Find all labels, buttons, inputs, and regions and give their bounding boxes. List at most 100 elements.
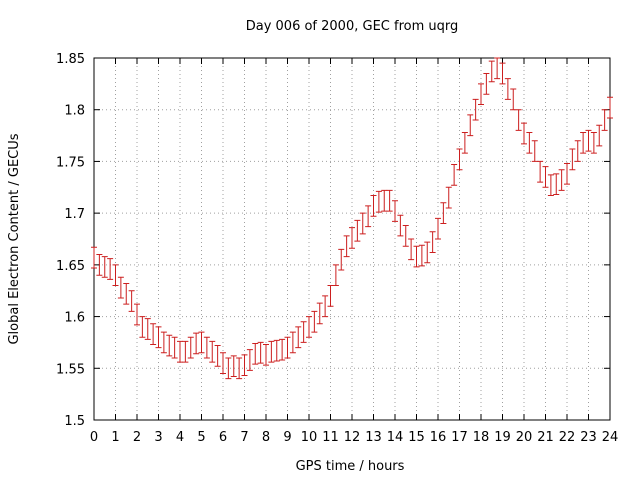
data-point [117, 276, 124, 299]
data-point [392, 200, 398, 222]
data-point [160, 331, 167, 354]
data-point [96, 254, 103, 276]
data-point [209, 340, 216, 363]
data-point [461, 131, 468, 154]
data-point [574, 140, 581, 162]
data-point [354, 219, 361, 242]
data-point [451, 164, 458, 186]
data-point [203, 336, 210, 359]
x-tick-label: 16 [430, 430, 447, 445]
data-point [499, 62, 506, 85]
data-point [413, 245, 420, 268]
data-point [338, 248, 345, 271]
data-point [343, 235, 350, 258]
data-point [601, 109, 608, 131]
data-point [521, 122, 527, 145]
data-point [112, 264, 119, 287]
data-point [101, 256, 108, 278]
data-point [408, 238, 415, 261]
data-point [128, 290, 135, 312]
x-tick-label: 0 [90, 430, 98, 445]
data-point [279, 338, 286, 361]
data-point [123, 282, 130, 305]
data-point [316, 302, 323, 325]
data-point [241, 354, 248, 377]
data-point [150, 323, 157, 345]
x-tick-label: 15 [408, 430, 425, 445]
data-point [558, 169, 565, 191]
x-tick-label: 7 [240, 430, 248, 445]
data-point [564, 162, 570, 185]
data-point [246, 349, 253, 371]
data-point [456, 148, 463, 171]
x-tick-label: 1 [111, 430, 119, 445]
data-point [537, 160, 544, 183]
data-point [478, 83, 484, 106]
x-tick-label: 10 [301, 430, 318, 445]
y-tick-label: 1.65 [56, 259, 85, 274]
data-point [596, 124, 603, 147]
data-point [155, 326, 162, 349]
x-tick-label: 19 [494, 430, 511, 445]
data-point [311, 310, 318, 333]
data-point [306, 316, 312, 338]
data-point [225, 357, 232, 380]
data-point [397, 214, 404, 237]
data-point [370, 195, 377, 217]
x-tick-labels: 0 1 2 3 4 5 6 7 8 9 10 11 12 13 14 15 16 17 18 19 20 21 22 23 24 [90, 430, 618, 445]
data-point [607, 96, 613, 119]
x-tick-label: 17 [451, 430, 468, 445]
data-point [273, 339, 280, 362]
data-point [418, 244, 425, 267]
data-point [166, 334, 173, 357]
y-tick-label: 1.75 [56, 155, 85, 170]
data-point [257, 341, 264, 364]
data-point [332, 264, 339, 287]
data-point [295, 326, 302, 349]
x-tick-label: 11 [322, 430, 339, 445]
data-point [515, 109, 522, 131]
y-tick-label: 1.6 [64, 311, 85, 326]
data-point [375, 190, 382, 213]
data-point [322, 295, 329, 318]
y-tick-label: 1.8 [64, 104, 85, 119]
data-point [488, 60, 495, 83]
ticks-layer [93, 57, 611, 421]
data-point [402, 225, 409, 247]
data-point [472, 98, 479, 121]
data-point [580, 131, 587, 154]
y-tick-label: 1.85 [56, 52, 85, 67]
data-point [504, 78, 511, 100]
data-point [263, 343, 269, 366]
data-point [187, 336, 194, 359]
x-tick-label: 23 [580, 430, 597, 445]
data-layer [91, 57, 613, 380]
x-tick-label: 3 [154, 430, 162, 445]
data-point [483, 73, 490, 95]
x-tick-label: 8 [262, 430, 270, 445]
x-tick-label: 24 [602, 430, 619, 445]
grid-layer [94, 58, 610, 420]
x-tick-label: 22 [559, 430, 576, 445]
data-point [144, 318, 151, 340]
data-point [193, 332, 200, 355]
data-point [252, 342, 259, 365]
data-point [542, 166, 549, 188]
data-point [424, 241, 431, 264]
x-tick-label: 6 [219, 430, 227, 445]
data-point [327, 285, 334, 307]
y-tick-label: 1.55 [56, 362, 85, 377]
data-point [386, 189, 393, 212]
data-point [289, 331, 296, 354]
data-point [220, 352, 226, 374]
x-tick-label: 21 [537, 430, 554, 445]
data-point [510, 88, 517, 111]
data-point [585, 129, 592, 152]
data-point [198, 331, 205, 354]
data-point [429, 231, 436, 253]
data-point [214, 345, 221, 367]
data-point [300, 321, 307, 343]
x-tick-label: 20 [516, 430, 533, 445]
data-point [569, 148, 576, 171]
x-tick-label: 4 [176, 430, 184, 445]
